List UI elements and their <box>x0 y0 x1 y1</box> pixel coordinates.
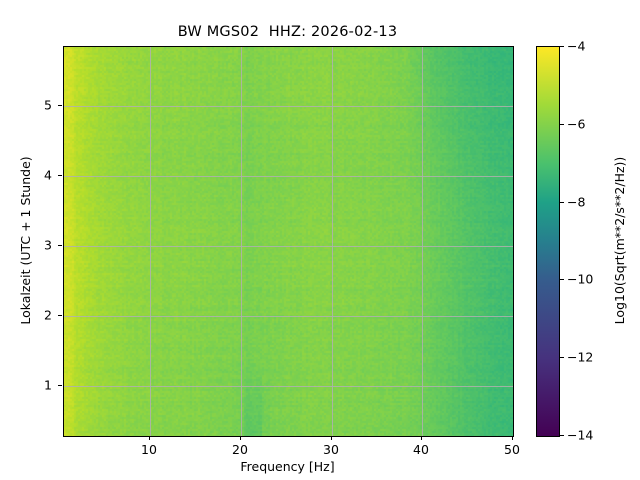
spectrogram-axes[interactable] <box>63 46 514 437</box>
colorbar-tick-2 <box>559 279 564 280</box>
colorbar-tick-label-2: −10 <box>567 271 594 287</box>
grid-line-vertical-4 <box>513 47 514 436</box>
page-title: BW MGS02 HHZ: 2026-02-13 <box>177 24 398 40</box>
colorbar-tick-0 <box>559 435 564 436</box>
spectrogram-image <box>64 47 513 436</box>
y-tick-label-0: 1 <box>44 377 52 393</box>
y-tick-label-1: 2 <box>44 307 52 323</box>
y-tick-3 <box>58 175 62 176</box>
y-tick-label-3: 4 <box>44 167 52 183</box>
grid-line-horizontal-4 <box>64 106 513 107</box>
grid-line-vertical-1 <box>241 47 242 436</box>
x-tick-label-2: 30 <box>323 442 339 457</box>
grid-line-horizontal-2 <box>64 246 513 247</box>
colorbar-label: Log10(Sqrt(m**2/s**2/Hz)) <box>612 156 627 325</box>
colorbar-tick-label-0: −14 <box>567 427 594 443</box>
y-tick-2 <box>58 245 62 246</box>
grid-line-horizontal-1 <box>64 316 513 317</box>
colorbar[interactable] <box>536 46 560 437</box>
y-tick-0 <box>58 385 62 386</box>
x-tick-label-4: 50 <box>504 442 520 457</box>
colorbar-tick-4 <box>559 124 564 125</box>
x-tick-label-0: 10 <box>141 442 157 457</box>
y-tick-label-4: 5 <box>44 97 52 113</box>
grid-line-horizontal-0 <box>64 386 513 387</box>
x-tick-3 <box>421 436 422 440</box>
colorbar-tick-1 <box>559 357 564 358</box>
y-tick-label-2: 3 <box>44 237 52 253</box>
grid-line-vertical-0 <box>150 47 151 436</box>
x-tick-4 <box>512 436 513 440</box>
grid-line-vertical-3 <box>422 47 423 436</box>
x-tick-0 <box>149 436 150 440</box>
x-tick-label-1: 20 <box>232 442 248 457</box>
x-tick-1 <box>240 436 241 440</box>
x-tick-2 <box>331 436 332 440</box>
x-axis-label: Frequency [Hz] <box>240 459 335 474</box>
colorbar-tick-label-3: −8 <box>567 194 586 210</box>
colorbar-tick-label-4: −6 <box>567 116 586 132</box>
colorbar-tick-label-1: −12 <box>567 349 594 365</box>
y-axis-label: Lokalzeit (UTC + 1 Stunde) <box>18 156 33 325</box>
y-tick-4 <box>58 105 62 106</box>
grid-line-vertical-2 <box>332 47 333 436</box>
x-tick-label-3: 40 <box>413 442 429 457</box>
grid-line-horizontal-3 <box>64 176 513 177</box>
colorbar-tick-3 <box>559 202 564 203</box>
y-tick-1 <box>58 315 62 316</box>
colorbar-tick-label-5: −4 <box>567 38 586 54</box>
colorbar-tick-5 <box>559 46 564 47</box>
